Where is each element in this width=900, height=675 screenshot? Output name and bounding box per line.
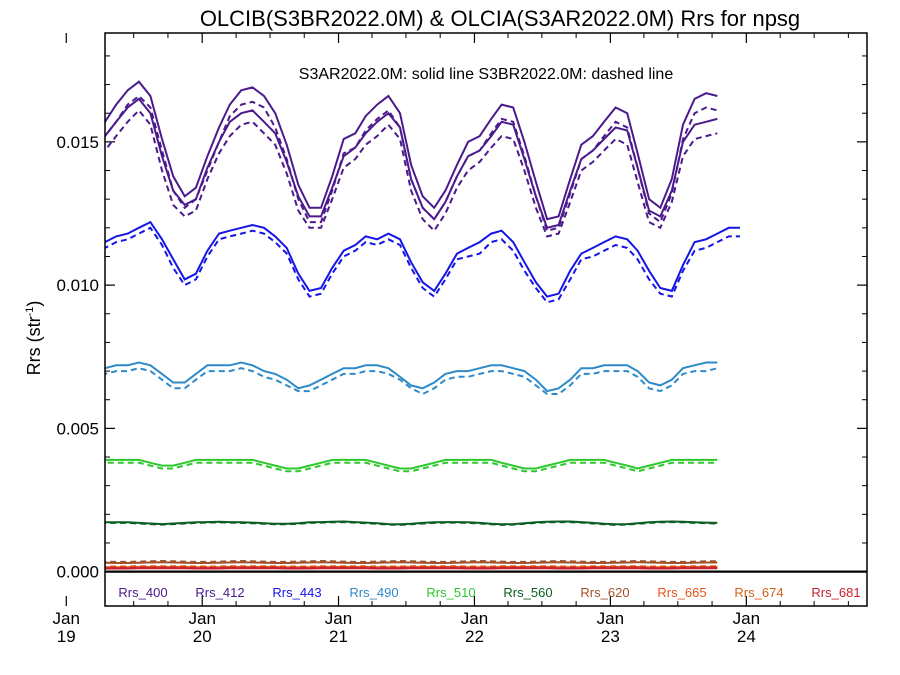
legend-label-rrs-490: Rrs_490 bbox=[349, 585, 398, 600]
series-line-rrs-490-solid bbox=[105, 361, 718, 393]
x-tick-month-label: Jan bbox=[53, 609, 80, 628]
y-tick-label: 0.010 bbox=[56, 276, 99, 295]
legend-label-rrs-400: Rrs_400 bbox=[118, 585, 167, 600]
series-line-rrs-620-solid bbox=[105, 561, 718, 564]
y-axis-label-group: Rrs (str-1) bbox=[24, 301, 44, 376]
series-line-rrs-620-dashed bbox=[105, 559, 718, 563]
y-axis-label-sup: -1 bbox=[24, 307, 36, 317]
series-line-rrs-490-dashed bbox=[105, 367, 718, 396]
x-tick-year-label: 20 bbox=[193, 627, 212, 646]
x-tick-year-label: 23 bbox=[601, 627, 620, 646]
series-line-rrs-400-dashed bbox=[105, 94, 718, 232]
x-tick-year-label: 19 bbox=[57, 627, 76, 646]
x-tick-year-label: 21 bbox=[329, 627, 348, 646]
x-tick-month-label: Jan bbox=[325, 609, 352, 628]
x-tick-month-label: Jan bbox=[597, 609, 624, 628]
series-line-rrs-412-dashed bbox=[105, 108, 718, 238]
plot-layer: 0.0000.0050.0100.015Jan19Jan20Jan21Jan22… bbox=[53, 33, 867, 646]
legend-label-rrs-620: Rrs_620 bbox=[580, 585, 629, 600]
legend-label-rrs-412: Rrs_412 bbox=[195, 585, 244, 600]
x-tick-month-label: Jan bbox=[461, 609, 488, 628]
y-axis-label-main: Rrs (str bbox=[24, 316, 44, 375]
series-line-rrs-443-dashed bbox=[105, 226, 740, 304]
series-group bbox=[105, 80, 740, 570]
y-axis-label: Rrs (str-1) bbox=[24, 301, 44, 376]
series-line-rrs-560-solid bbox=[105, 520, 718, 526]
legend-label-rrs-510: Rrs_510 bbox=[426, 585, 475, 600]
series-line-rrs-412-solid bbox=[105, 97, 718, 229]
x-tick-month-label: Jan bbox=[188, 609, 215, 628]
y-axis-label-suffix: ) bbox=[24, 301, 44, 307]
legend-label-rrs-560: Rrs_560 bbox=[503, 585, 552, 600]
x-tick-month-label: Jan bbox=[733, 609, 760, 628]
series-line-rrs-510-dashed bbox=[105, 461, 718, 473]
y-tick-label: 0.005 bbox=[56, 419, 99, 438]
series-line-rrs-443-solid bbox=[105, 220, 740, 298]
y-tick-label: 0.015 bbox=[56, 133, 99, 152]
legend-label-rrs-681: Rrs_681 bbox=[811, 585, 860, 600]
legend-label-rrs-443: Rrs_443 bbox=[272, 585, 321, 600]
y-tick-label: 0.000 bbox=[56, 563, 99, 582]
legend-label-rrs-665: Rrs_665 bbox=[657, 585, 706, 600]
plot-frame bbox=[104, 32, 868, 607]
line-style-annotation: S3AR2022.0M: solid line S3BR2022.0M: das… bbox=[299, 66, 674, 83]
x-tick-year-label: 22 bbox=[465, 627, 484, 646]
chart-title: OLCIB(S3BR2022.0M) & OLCIA(S3AR2022.0M) … bbox=[200, 6, 800, 31]
series-line-rrs-510-solid bbox=[105, 458, 718, 470]
x-tick-year-label: 24 bbox=[737, 627, 756, 646]
legend-label-rrs-674: Rrs_674 bbox=[734, 585, 783, 600]
series-line-rrs-400-solid bbox=[105, 80, 718, 221]
